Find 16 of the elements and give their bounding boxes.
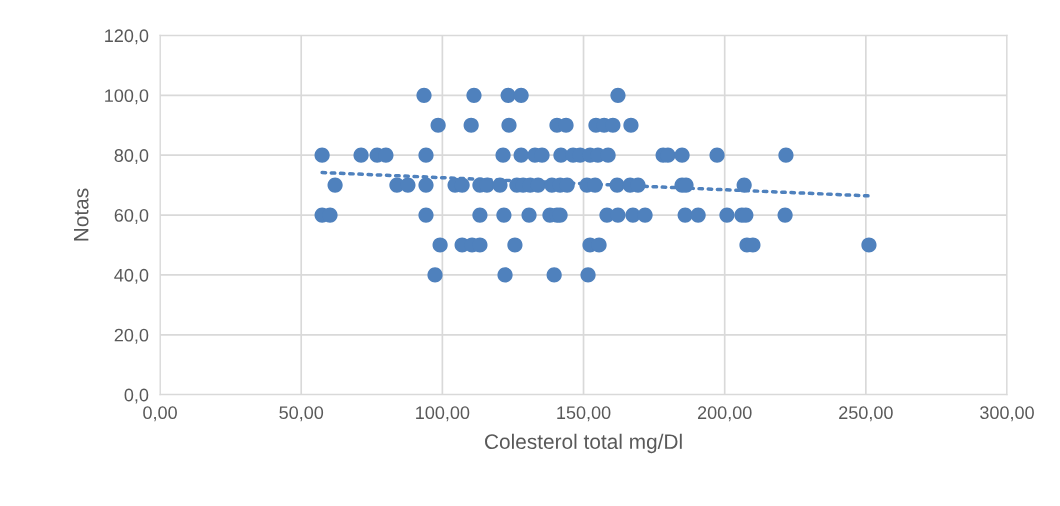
x-tick-label: 100,00 bbox=[416, 406, 470, 422]
y-tick-label: 60,0 bbox=[114, 208, 149, 224]
y-axis-title: Notas bbox=[74, 188, 89, 241]
y-tick-label: 20,0 bbox=[114, 328, 149, 344]
x-tick-label: 150,00 bbox=[557, 406, 611, 422]
y-tick-label: 120,0 bbox=[105, 29, 149, 45]
x-tick-label: 250,00 bbox=[839, 406, 893, 422]
y-tick-label: 80,0 bbox=[114, 149, 149, 165]
x-tick-label: 50,00 bbox=[279, 406, 324, 422]
y-tick-label: 40,0 bbox=[114, 268, 149, 284]
x-tick-label: 300,00 bbox=[980, 406, 1034, 422]
x-tick-label: 200,00 bbox=[697, 406, 752, 422]
y-tick-label: 0,0 bbox=[124, 388, 149, 404]
x-tick-label: 0,00 bbox=[143, 406, 177, 422]
x-axis-title: Colesterol total mg/Dl bbox=[485, 433, 682, 454]
y-tick-label: 100,0 bbox=[105, 89, 149, 105]
